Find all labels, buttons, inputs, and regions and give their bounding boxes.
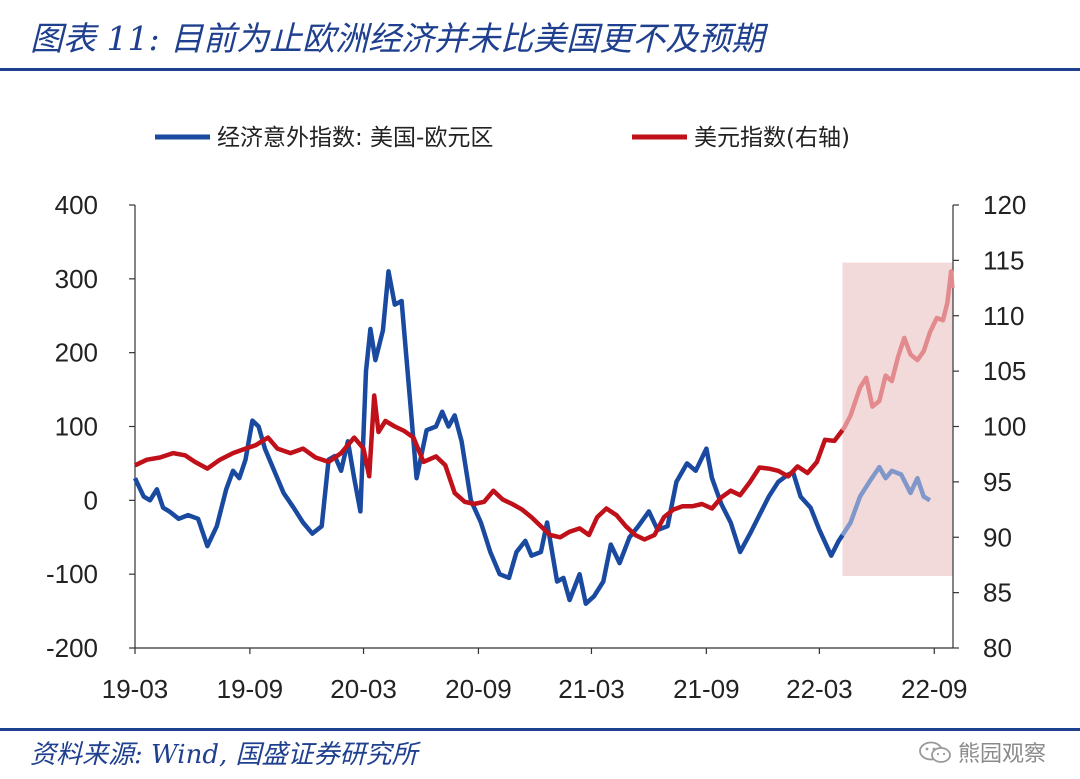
- chart-title: 图表 11: 目前为止欧洲经济并未比美国更不及预期: [30, 19, 765, 58]
- right-tick-label: 85: [983, 578, 1012, 608]
- right-tick-label: 115: [983, 245, 1024, 275]
- left-tick-label: -200: [46, 633, 98, 663]
- chart-canvas: 400 300 200 100 0 -100 -200 120 115 110 105 100 95 90…: [46, 125, 1026, 704]
- highlight-region: [842, 262, 953, 577]
- wechat-icon: [919, 741, 951, 763]
- right-tick-label: 110: [983, 301, 1024, 331]
- series-line-1-highlighted: [840, 464, 932, 537]
- source-note: 资料来源: Wind, 国盛证券研究所: [30, 740, 418, 770]
- x-tick-label: 22-09: [901, 674, 968, 704]
- series-line-2: [134, 393, 845, 542]
- watermark: 熊园观察: [918, 736, 1046, 768]
- left-tick-label: 100: [55, 412, 98, 442]
- top-rule: [0, 68, 1080, 71]
- x-tick-label: 19-03: [102, 674, 169, 704]
- right-tick-label: 95: [983, 467, 1012, 497]
- right-tick-label: 90: [983, 522, 1012, 552]
- right-tick-label: 105: [983, 356, 1026, 386]
- x-tick-label: 20-03: [330, 674, 397, 704]
- legend-label-2: 美元指数(右轴): [694, 125, 850, 151]
- left-tick-label: 300: [55, 264, 98, 294]
- series-line-1: [132, 269, 845, 606]
- right-tick-label: 100: [983, 412, 1026, 442]
- legend-label-1: 经济意外指数: 美国-欧元区: [217, 125, 493, 151]
- right-tick-label: 80: [983, 633, 1012, 663]
- left-tick-label: -100: [46, 559, 98, 589]
- x-tick-label: 20-09: [445, 674, 512, 704]
- x-tick-label: 21-09: [673, 674, 740, 704]
- series-line-2-highlighted: [840, 269, 955, 432]
- left-tick-label: 200: [55, 338, 98, 368]
- x-tick-label: 21-03: [558, 674, 625, 704]
- x-tick-label: 19-09: [217, 674, 284, 704]
- x-tick-label: 22-03: [786, 674, 853, 704]
- left-tick-label: 400: [55, 190, 98, 220]
- right-tick-label: 120: [983, 190, 1026, 220]
- bottom-rule: [0, 728, 1080, 731]
- watermark-text: 熊园观察: [957, 742, 1046, 767]
- left-tick-label: 0: [84, 485, 98, 515]
